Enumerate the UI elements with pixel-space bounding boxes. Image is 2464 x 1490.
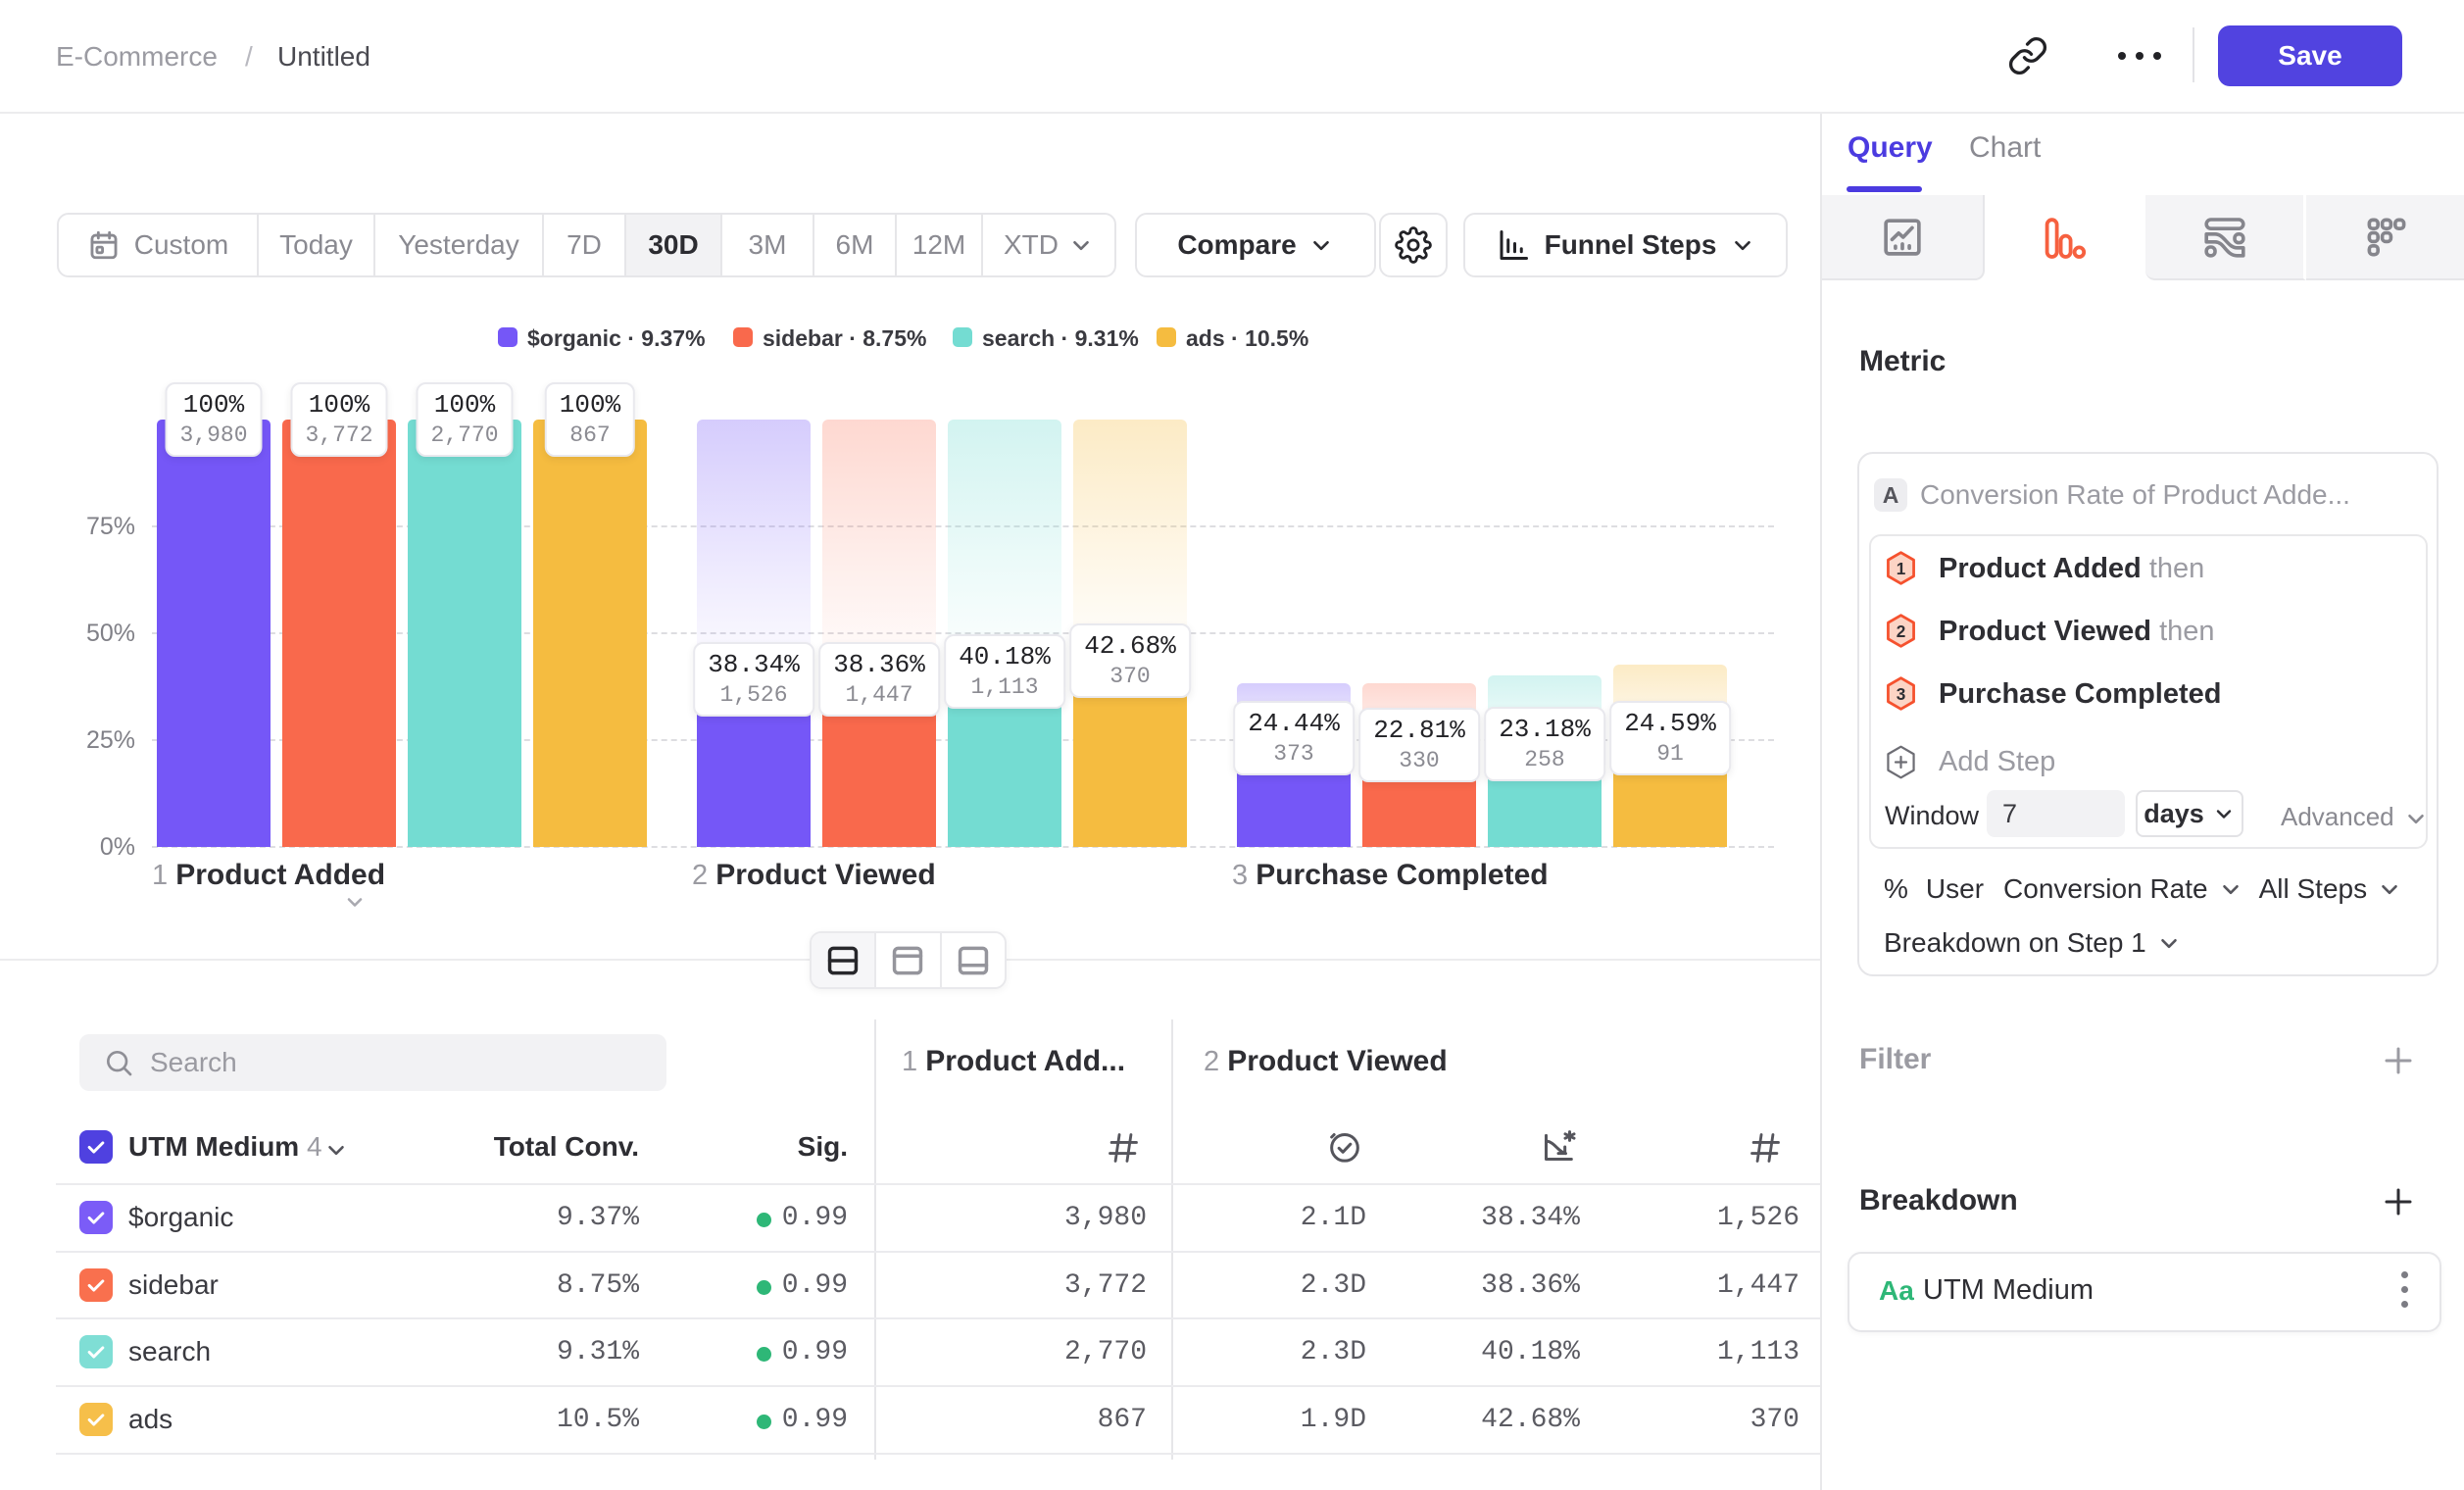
svg-text:1: 1 xyxy=(1897,559,1906,578)
svg-text:2: 2 xyxy=(1897,621,1906,641)
svg-text:3: 3 xyxy=(1897,684,1906,704)
